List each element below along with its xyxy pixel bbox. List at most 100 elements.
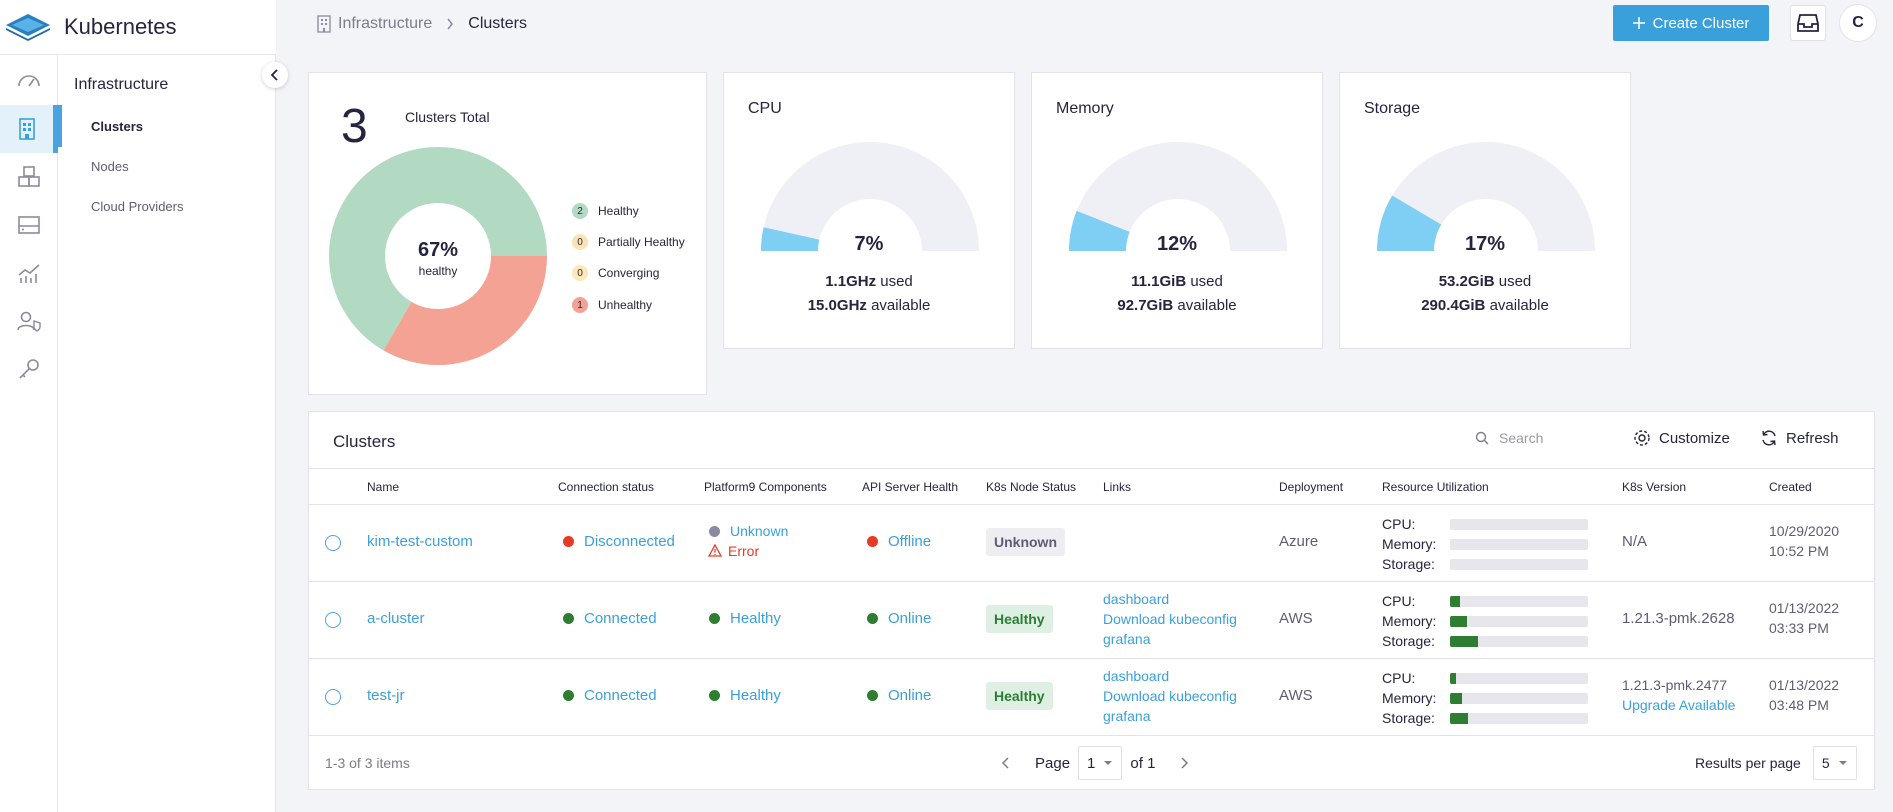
sidebar-item-cloud-providers[interactable]: Cloud Providers (58, 185, 275, 227)
component-status[interactable]: Healthy (709, 610, 781, 627)
user-avatar[interactable]: C (1839, 4, 1877, 42)
breadcrumb: Infrastructure Clusters (316, 15, 527, 33)
app-logo[interactable]: Kubernetes (0, 0, 276, 55)
column-header-api-health[interactable]: API Server Health (862, 480, 959, 494)
cluster-name-link[interactable]: kim-test-custom (367, 533, 473, 550)
rail-users[interactable] (0, 297, 58, 345)
rail-dashboard[interactable] (0, 57, 58, 105)
gauge-available-label: available (1177, 297, 1237, 314)
column-header-links[interactable]: Links (1103, 480, 1132, 494)
created-date: 01/13/2022 (1769, 677, 1840, 693)
cpu-gauge (761, 142, 979, 251)
column-header-deployment[interactable]: Deployment (1279, 480, 1344, 494)
upgrade-available-link[interactable]: Upgrade Available (1622, 697, 1736, 713)
status-dot (563, 536, 574, 547)
legend-label: Partially Healthy (598, 235, 685, 249)
column-header-connection[interactable]: Connection status (558, 480, 655, 494)
prev-page-icon[interactable] (1001, 756, 1011, 770)
sidebar-item-clusters[interactable]: Clusters (58, 105, 275, 147)
api-health[interactable]: Online (867, 610, 931, 627)
storage-icon (18, 216, 40, 234)
refresh-button[interactable]: Refresh (1760, 429, 1839, 447)
component-error[interactable]: Error (707, 543, 759, 559)
connection-status[interactable]: Disconnected (563, 533, 675, 550)
rail-storage[interactable] (0, 201, 58, 249)
search-input[interactable]: Search (1475, 430, 1543, 446)
page-select[interactable]: 1 (1078, 746, 1123, 780)
table-row: kim-test-custom Disconnected Unknown Err… (309, 505, 1874, 582)
legend-count: 2 (572, 203, 588, 219)
building-icon (317, 15, 331, 33)
connection-status[interactable]: Connected (563, 610, 657, 627)
node-status-badge: Unknown (986, 528, 1065, 556)
table-row: a-cluster Connected Healthy Online Healt… (309, 582, 1874, 659)
cpu-bar (1450, 519, 1588, 530)
api-health-text: Online (888, 687, 932, 704)
column-header-name[interactable]: Name (367, 480, 400, 494)
row-select-radio[interactable] (325, 612, 341, 628)
dashboard-link[interactable]: dashboard (1103, 591, 1170, 607)
chevron-left-icon (270, 69, 278, 81)
rail-clusters[interactable] (0, 105, 58, 153)
cluster-name-link[interactable]: a-cluster (367, 610, 425, 627)
connection-status-text: Connected (584, 687, 657, 704)
rpp-select[interactable]: 5 (1812, 746, 1857, 780)
status-dot (867, 690, 878, 701)
rail-apps[interactable] (0, 153, 58, 201)
users-icon (17, 311, 41, 332)
search-placeholder: Search (1499, 430, 1544, 446)
storage-gauge-card: Storage 17% 53.2GiB used 290.4GiB availa… (1339, 72, 1631, 349)
customize-button[interactable]: Customize (1633, 429, 1730, 447)
cpu-bar (1450, 596, 1588, 607)
component-status[interactable]: Unknown (709, 523, 788, 539)
row-select-radio[interactable] (325, 689, 341, 705)
cpu-gauge-card: CPU 7% 1.1GHz used 15.0GHz available (723, 72, 1015, 349)
donut-slice-healthy (329, 147, 547, 351)
api-health[interactable]: Offline (867, 533, 931, 550)
row-select-radio[interactable] (325, 535, 341, 551)
page-select-value: 1 (1087, 754, 1096, 772)
cluster-name-link[interactable]: test-jr (367, 687, 405, 704)
collapse-sidebar-button[interactable] (262, 62, 288, 88)
gauge-used-value: 1.1GHz (825, 273, 877, 290)
download-kubeconfig-link[interactable]: Download kubeconfig (1103, 688, 1237, 704)
status-dot (563, 690, 574, 701)
column-header-components[interactable]: Platform9 Components (704, 480, 827, 494)
download-kubeconfig-link[interactable]: Download kubeconfig (1103, 611, 1237, 627)
rail-keys[interactable] (0, 345, 58, 393)
chevron-right-icon (447, 18, 454, 30)
notifications-button[interactable] (1790, 5, 1826, 41)
api-health[interactable]: Online (867, 687, 931, 704)
breadcrumb-root[interactable]: Infrastructure (338, 15, 433, 32)
connection-status[interactable]: Connected (563, 687, 657, 704)
column-header-created[interactable]: Created (1769, 480, 1812, 494)
breadcrumb-current: Clusters (468, 15, 527, 32)
create-cluster-button[interactable]: Create Cluster (1613, 5, 1769, 41)
warning-icon (707, 543, 723, 557)
grafana-link[interactable]: grafana (1103, 631, 1151, 647)
component-status-text: Unknown (730, 523, 789, 539)
column-header-resource[interactable]: Resource Utilization (1382, 480, 1489, 494)
column-header-node-status[interactable]: K8s Node Status (986, 480, 1077, 494)
status-dot (709, 613, 720, 624)
component-status-text: Healthy (730, 610, 781, 627)
memory-gauge (1069, 142, 1287, 251)
node-status-badge: Healthy (986, 605, 1053, 633)
grafana-link[interactable]: grafana (1103, 708, 1151, 724)
sidebar-item-nodes[interactable]: Nodes (58, 145, 275, 187)
connection-status-text: Disconnected (584, 533, 675, 550)
results-per-page: Results per page 5 (1695, 746, 1865, 780)
legend-count: 0 (572, 265, 588, 281)
storage-bar-fill (1450, 713, 1468, 724)
legend-count: 0 (572, 234, 588, 250)
next-page-icon[interactable] (1179, 756, 1189, 770)
memory-bar (1450, 693, 1588, 704)
rail-analytics[interactable] (0, 249, 58, 297)
column-header-version[interactable]: K8s Version (1622, 480, 1687, 494)
sidebar-item-label: Cloud Providers (91, 198, 184, 214)
sidebar-item-label: Nodes (91, 158, 129, 174)
component-status[interactable]: Healthy (709, 687, 781, 704)
memory-bar (1450, 616, 1588, 627)
page-label: Page (1035, 754, 1071, 772)
dashboard-link[interactable]: dashboard (1103, 668, 1170, 684)
